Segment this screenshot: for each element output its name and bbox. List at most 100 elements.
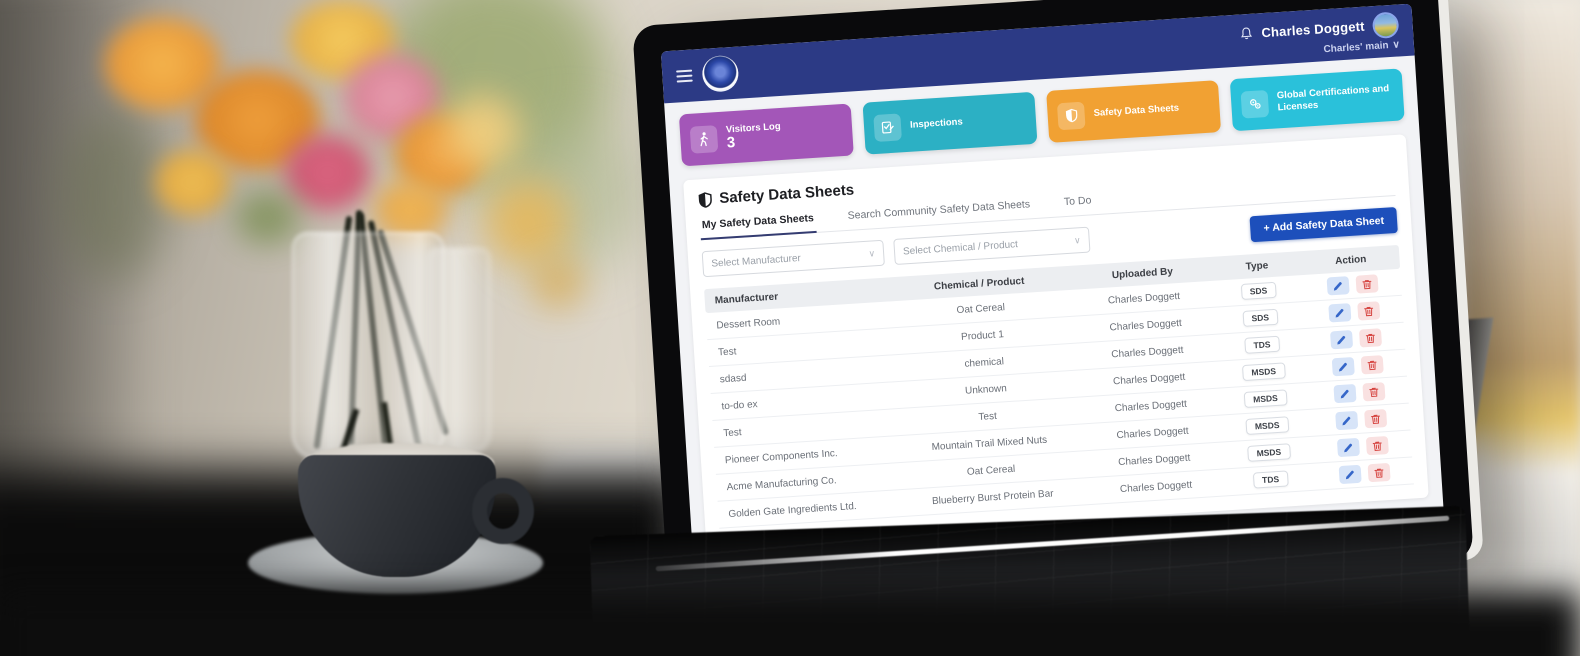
card-visitors-log[interactable]: Visitors Log 3 — [678, 103, 854, 167]
card-safety-data-sheets[interactable]: Safety Data Sheets — [1046, 80, 1222, 143]
bell-icon[interactable] — [1238, 26, 1254, 42]
cell-action — [1307, 327, 1405, 351]
card-inspections[interactable]: Inspections — [862, 91, 1038, 155]
glass-bottle — [428, 248, 490, 453]
table-row: Test Test Charles Doggett MSDS — [712, 376, 1409, 448]
edit-pencil-icon — [1337, 335, 1346, 344]
cell-type: SDS — [1213, 280, 1304, 302]
top-navbar: Charles Doggett Charles' main ∨ — [660, 3, 1415, 104]
delete-button[interactable] — [1355, 274, 1379, 294]
foliage-blur — [60, 110, 170, 280]
cell-manufacturer: sdasd — [719, 372, 747, 385]
edit-pencil-icon — [1335, 308, 1344, 318]
card-label: Safety Data Sheets — [1093, 102, 1180, 120]
flower-blur — [105, 18, 220, 110]
nav-cards-row: Visitors Log 3 Inspections — [664, 55, 1419, 171]
avatar[interactable] — [1371, 10, 1400, 39]
delete-button[interactable] — [1362, 382, 1386, 402]
cell-uploaded-by: Charles Doggett — [1119, 479, 1193, 495]
cell-type: MSDS — [1218, 361, 1309, 383]
tab-search-community[interactable]: Search Community Safety Data Sheets — [847, 198, 1031, 222]
cell-chemical: Unknown — [964, 382, 1008, 397]
cell-chemical: Oat Cereal — [956, 301, 1006, 316]
card-global-certifications[interactable]: Global Certifications and Licenses — [1229, 68, 1405, 132]
edit-pencil-icon — [1340, 389, 1349, 398]
delete-button[interactable] — [1365, 435, 1389, 456]
trash-icon — [1362, 279, 1372, 289]
delete-button[interactable] — [1356, 301, 1381, 321]
cell-action — [1305, 300, 1403, 324]
edit-button[interactable] — [1326, 276, 1350, 296]
cell-type: SDS — [1215, 307, 1306, 329]
col-type: Type — [1245, 259, 1269, 273]
cell-action — [1313, 435, 1411, 459]
cell-type: MSDS — [1220, 388, 1311, 410]
cell-manufacturer: Golden Gate Ingredients Ltd. — [728, 500, 857, 520]
type-badge: MSDS — [1243, 389, 1288, 409]
edit-pencil-icon — [1346, 470, 1354, 479]
cell-manufacturer: Test — [717, 345, 737, 358]
table-row: sdasd chemical Charles Doggett TDS — [709, 322, 1406, 394]
trash-icon — [1365, 333, 1375, 343]
user-name: Charles Doggett — [1260, 18, 1366, 41]
cell-chemical: chemical — [964, 355, 1005, 370]
table-row: Golden Gate Ingredients Ltd. Blueberry B… — [717, 457, 1414, 529]
cell-action — [1308, 354, 1406, 378]
cell-uploaded-by: Charles Doggett — [1117, 452, 1191, 468]
foreground-dark-strip — [0, 592, 1580, 656]
tab-to-do[interactable]: To Do — [1063, 194, 1092, 209]
delete-button[interactable] — [1360, 355, 1384, 375]
cell-uploaded-by: Charles Doggett — [1116, 425, 1189, 441]
delete-button[interactable] — [1363, 409, 1387, 429]
edit-button[interactable] — [1336, 437, 1360, 458]
cell-type: MSDS — [1222, 415, 1313, 437]
type-badge: MSDS — [1245, 416, 1289, 435]
flower-blur — [285, 135, 370, 210]
sds-panel: Safety Data Sheets My Safety Data Sheets… — [683, 134, 1429, 544]
cell-manufacturer: to-do ex — [721, 398, 758, 412]
add-safety-data-sheet-button[interactable]: + Add Safety Data Sheet — [1249, 206, 1398, 243]
app-logo-icon — [701, 54, 740, 93]
tablet-screen: Charles Doggett Charles' main ∨ — [660, 3, 1445, 578]
chemical-select[interactable]: Select Chemical / Product ∨ — [893, 226, 1091, 266]
cell-uploaded-by: Charles Doggett — [1110, 344, 1184, 360]
trash-icon — [1374, 468, 1384, 478]
cell-action — [1303, 273, 1401, 297]
card-label: Global Certifications and Licenses — [1276, 83, 1390, 114]
delete-button[interactable] — [1358, 328, 1382, 348]
edit-button[interactable] — [1329, 330, 1353, 350]
bokeh-light — [445, 95, 520, 170]
edit-pencil-icon — [1339, 362, 1348, 371]
edit-pencil-icon — [1334, 281, 1342, 291]
tab-my-safety-data-sheets[interactable]: My Safety Data Sheets — [699, 211, 817, 241]
card-value: 3 — [726, 134, 736, 152]
type-badge: MSDS — [1241, 362, 1286, 382]
manufacturer-select[interactable]: Select Manufacturer ∨ — [701, 239, 885, 278]
edit-button[interactable] — [1331, 357, 1355, 377]
cell-type: TDS — [1216, 334, 1307, 356]
edit-button[interactable] — [1328, 303, 1352, 323]
cell-type: MSDS — [1223, 442, 1314, 464]
hamburger-menu-icon[interactable] — [676, 69, 693, 83]
navbar-right: Charles Doggett Charles' main ∨ — [1238, 10, 1401, 60]
bokeh-light — [485, 180, 570, 265]
delete-button[interactable] — [1367, 462, 1391, 483]
cell-manufacturer: Test — [722, 426, 742, 439]
trash-icon — [1367, 360, 1377, 370]
cell-chemical: Mountain Trail Mixed Nuts — [931, 434, 1048, 453]
sds-table: Manufacturer Chemical / Product Uploaded… — [704, 244, 1414, 529]
trash-icon — [1368, 387, 1378, 397]
workspace-switcher[interactable]: Charles' main ∨ — [1323, 38, 1401, 55]
coffee-cup-handle — [472, 478, 534, 544]
cell-manufacturer: Acme Manufacturing Co. — [726, 474, 837, 493]
card-label: Inspections — [909, 116, 964, 131]
edit-button[interactable] — [1338, 464, 1362, 485]
edit-button[interactable] — [1334, 410, 1359, 431]
cell-action — [1315, 461, 1413, 485]
page-title: Safety Data Sheets — [718, 181, 855, 208]
edit-button[interactable] — [1333, 383, 1357, 404]
cell-chemical: Oat Cereal — [966, 463, 1016, 478]
cell-uploaded-by: Charles Doggett — [1112, 371, 1186, 387]
cell-type: TDS — [1225, 469, 1316, 491]
